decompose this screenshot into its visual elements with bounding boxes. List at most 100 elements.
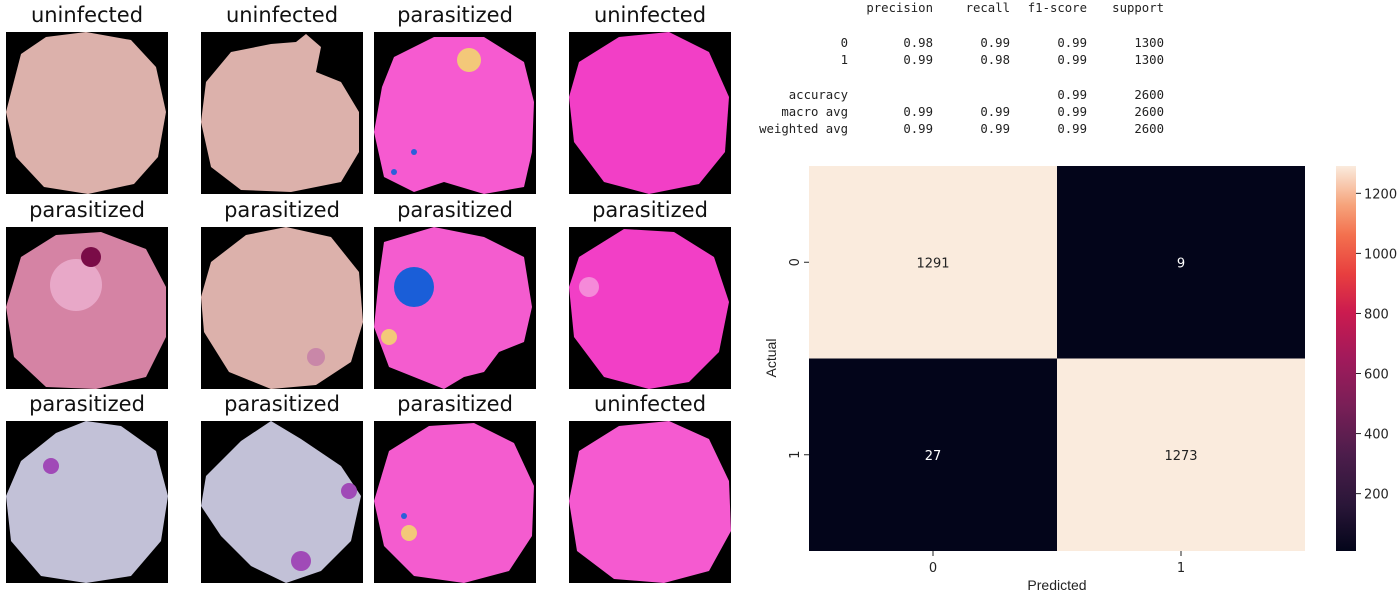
report-row-label: 1 [840,53,848,67]
report-row-label: weighted avg [759,122,848,136]
parasitized-cell-image [374,227,536,389]
heatmap-value-label: 1273 [1164,449,1197,464]
report-cell: 0.99 [1057,105,1087,119]
report-cell: 0.99 [1057,122,1087,136]
heatmap-value-label: 1291 [916,256,949,271]
uninfected-cell-image [569,421,731,583]
cell-stain-spot [81,247,101,267]
cell-stain-spot [341,483,357,499]
heatmap-cell [1057,166,1305,359]
y-tick-label: 0 [788,258,803,266]
report-cell: 0.99 [1057,88,1087,102]
colorbar-tick-label: 200 [1364,488,1389,503]
colorbar [1336,166,1356,551]
uninfected-cell-image [569,32,731,194]
report-row-label: macro avg [781,105,848,119]
report-row: weighted avg 0.99 0.99 0.99 2600 [752,122,1182,138]
cell-stain-spot [381,329,397,345]
heatmap-cell [809,358,1057,551]
report-column-header: recall [965,1,1010,15]
cell-stain-spot [43,458,59,474]
uninfected-cell-image [201,32,363,194]
report-column-header: support [1112,1,1164,15]
cell-label: uninfected [30,3,144,27]
report-cell: 0.99 [1057,36,1087,50]
cell-label: parasitized [29,198,145,222]
report-header-row: precision recall f1-score support [752,1,1182,17]
y-axis-label: Actual [763,339,779,378]
cell-body [201,34,359,192]
parasitized-cell-image [6,227,168,389]
cell-body [569,32,729,194]
report-cell: 2600 [1134,122,1164,136]
cell-body [374,423,534,583]
x-tick-label: 0 [929,561,937,576]
cell-label: parasitized [397,198,513,222]
report-cell: 0.99 [980,36,1010,50]
parasitized-cell-image [569,227,731,389]
report-row: 0 0.98 0.99 0.99 1300 [752,36,1182,52]
parasitized-cell-image [201,421,363,583]
report-cell: 0.99 [903,53,933,67]
x-axis-label: Predicted [1027,577,1086,593]
colorbar-tick-label: 400 [1364,428,1389,443]
x-tick-label: 1 [1177,561,1185,576]
parasitized-cell-image [374,32,536,194]
cell-stain-spot [307,348,325,366]
report-column-header: precision [866,1,933,15]
cell-body [6,32,166,194]
cell-label: parasitized [224,198,340,222]
report-cell: 0.99 [903,105,933,119]
parasitized-cell-image [6,421,168,583]
report-cell: 0.99 [1057,53,1087,67]
report-cell: 0.99 [980,122,1010,136]
cell-stain-spot [411,149,417,155]
report-cell: 2600 [1134,88,1164,102]
cell-label: uninfected [593,392,707,416]
uninfected-cell-image [6,32,168,194]
cell-stain-spot [291,551,311,571]
cell-body [569,421,731,583]
report-column-header: f1-score [1027,1,1087,15]
cell-label: parasitized [592,198,708,222]
y-tick-label: 1 [788,451,803,459]
report-cell: 2600 [1134,105,1164,119]
cell-stain-spot [394,267,434,307]
report-cell: 1300 [1134,53,1164,67]
cell-stain-spot [401,525,417,541]
report-row-label: accuracy [788,88,848,102]
heatmap-cell [1057,358,1305,551]
report-cell: 0.98 [980,53,1010,67]
cell-label: parasitized [29,392,145,416]
report-row-label: 0 [840,36,848,50]
report-row: accuracy 0.99 2600 [752,88,1182,104]
cell-stain-spot [401,513,407,519]
heatmap-value-label: 27 [925,449,942,464]
cell-label: uninfected [225,3,339,27]
report-cell: 1300 [1134,36,1164,50]
cell-body [201,227,363,389]
cell-stain-spot [579,277,599,297]
report-row: macro avg 0.99 0.99 0.99 2600 [752,105,1182,121]
heatmap-cell [809,166,1057,359]
report-row: 1 0.99 0.98 0.99 1300 [752,53,1182,69]
cell-body [201,421,361,583]
colorbar-tick-label: 800 [1364,307,1389,322]
cell-label: parasitized [397,3,513,27]
report-cell: 0.99 [903,122,933,136]
cell-stain-spot [50,259,102,311]
colorbar-tick-label: 1000 [1364,247,1397,262]
parasitized-cell-image [201,227,363,389]
cell-stain-spot [391,169,397,175]
cell-body [569,229,729,389]
colorbar-tick-label: 600 [1364,368,1389,383]
cell-image-grid: uninfected uninfected parasitized uninfecte… [6,3,731,583]
cell-label: parasitized [397,392,513,416]
heatmap-value-label: 9 [1177,256,1185,271]
cell-label: parasitized [224,392,340,416]
cell-label: uninfected [593,3,707,27]
report-cell: 0.98 [903,36,933,50]
report-cell: 0.99 [980,105,1010,119]
colorbar-tick-label: 1200 [1364,187,1397,202]
